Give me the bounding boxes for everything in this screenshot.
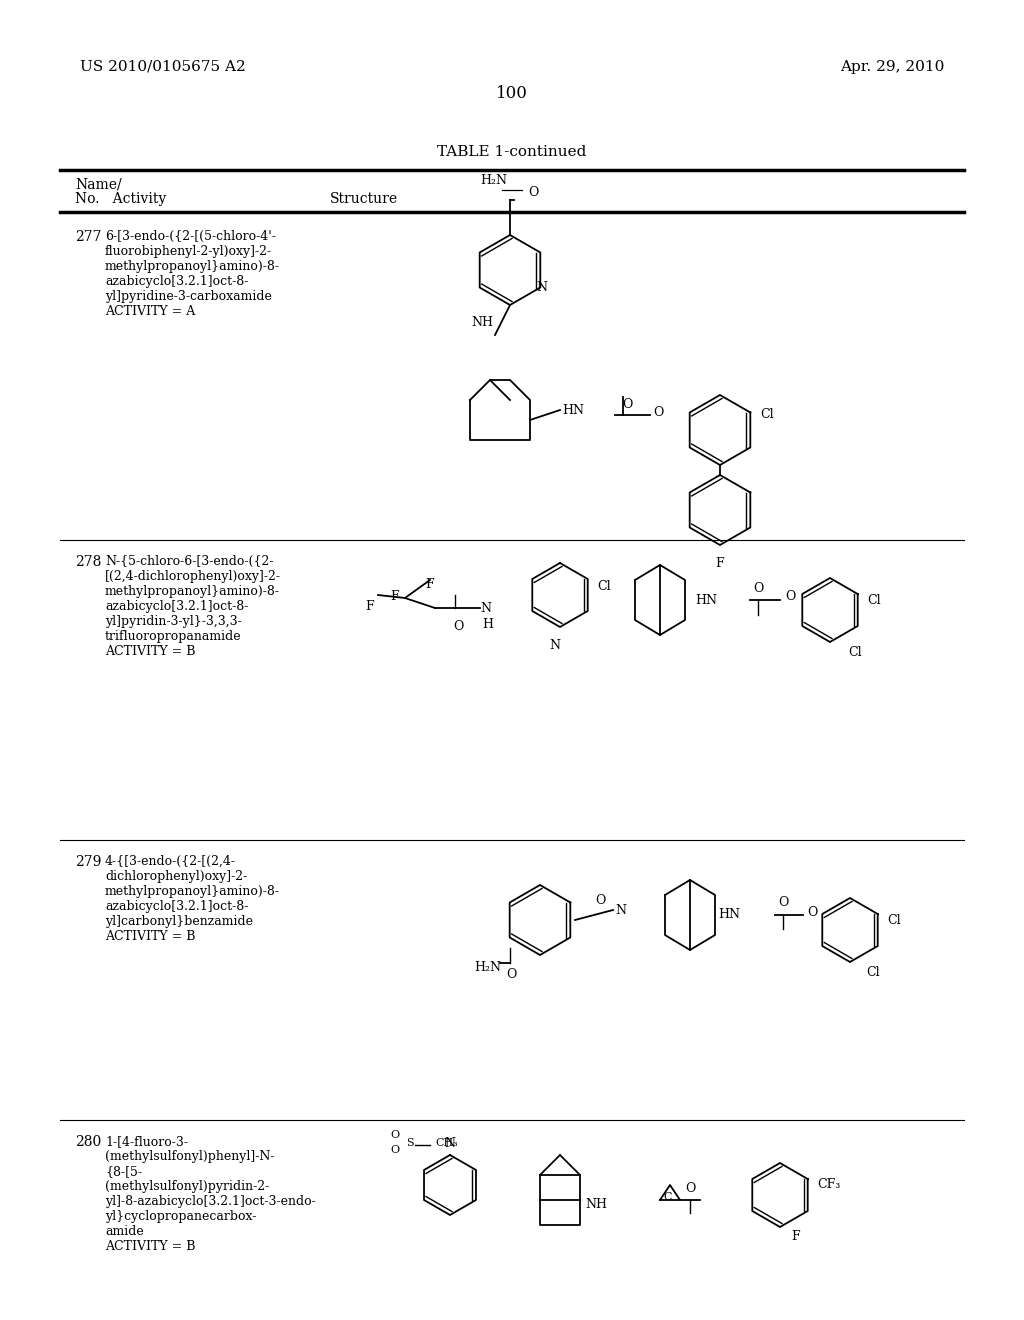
Text: Structure: Structure [330, 191, 398, 206]
Text: NH: NH [471, 317, 493, 330]
Text: CH₃: CH₃ [435, 1138, 458, 1148]
Text: S: S [407, 1138, 414, 1148]
Text: Cl: Cl [848, 645, 861, 659]
Text: H: H [482, 618, 494, 631]
Text: Cl: Cl [887, 913, 901, 927]
Text: O: O [785, 590, 796, 603]
Text: CF₃: CF₃ [817, 1179, 841, 1192]
Text: Cl: Cl [760, 408, 773, 421]
Text: Cl: Cl [867, 594, 881, 606]
Text: O: O [595, 894, 605, 907]
Text: O: O [685, 1181, 695, 1195]
Text: N: N [550, 639, 560, 652]
Text: 6-[3-endo-({2-[(5-chloro-4'-
fluorobiphenyl-2-yl)oxy]-2-
methylpropanoyl}amino)-: 6-[3-endo-({2-[(5-chloro-4'- fluorobiphe… [105, 230, 280, 318]
Text: 279: 279 [75, 855, 101, 869]
Text: N-{5-chloro-6-[3-endo-({2-
[(2,4-dichlorophenyl)oxy]-2-
methylpropanoyl}amino)-8: N-{5-chloro-6-[3-endo-({2- [(2,4-dichlor… [105, 554, 281, 657]
Text: O: O [653, 405, 664, 418]
Text: H₂N: H₂N [480, 173, 507, 186]
Text: NH: NH [585, 1199, 607, 1212]
Text: O: O [453, 620, 463, 634]
Text: 280: 280 [75, 1135, 101, 1148]
Text: 1-[4-fluoro-3-
(methylsulfonyl)phenyl]-N-
{8-[5-
(methylsulfonyl)pyridin-2-
yl]-: 1-[4-fluoro-3- (methylsulfonyl)phenyl]-N… [105, 1135, 315, 1253]
Text: O: O [390, 1130, 399, 1140]
Text: 4-{[3-endo-({2-[(2,4-
dichlorophenyl)oxy]-2-
methylpropanoyl}amino)-8-
azabicycl: 4-{[3-endo-({2-[(2,4- dichlorophenyl)oxy… [105, 855, 280, 942]
Text: F: F [366, 601, 375, 612]
Text: O: O [507, 968, 517, 981]
Text: O: O [807, 906, 817, 919]
Text: TABLE 1-continued: TABLE 1-continued [437, 145, 587, 158]
Text: O: O [390, 1144, 399, 1155]
Text: F: F [426, 578, 434, 591]
Text: HN: HN [718, 908, 740, 921]
Text: 278: 278 [75, 554, 101, 569]
Text: F: F [792, 1230, 801, 1243]
Text: Name/: Name/ [75, 178, 122, 191]
Text: 100: 100 [496, 84, 528, 102]
Text: No.   Activity: No. Activity [75, 191, 166, 206]
Text: Cl: Cl [866, 965, 880, 978]
Text: N: N [444, 1137, 456, 1150]
Text: H₂N: H₂N [475, 961, 502, 974]
Text: O: O [622, 399, 632, 412]
Text: O: O [528, 186, 539, 198]
Text: N: N [480, 602, 490, 615]
Text: F: F [391, 590, 399, 603]
Text: F: F [716, 557, 724, 570]
Text: O: O [778, 896, 788, 909]
Text: 277: 277 [75, 230, 101, 244]
Text: Cl: Cl [597, 581, 610, 594]
Text: HN: HN [695, 594, 717, 606]
Text: HN: HN [562, 404, 584, 417]
Text: C: C [664, 1192, 672, 1203]
Text: US 2010/0105675 A2: US 2010/0105675 A2 [80, 59, 246, 74]
Text: N: N [615, 903, 626, 916]
Text: Apr. 29, 2010: Apr. 29, 2010 [840, 59, 944, 74]
Text: O: O [753, 582, 763, 594]
Text: N: N [537, 281, 548, 294]
